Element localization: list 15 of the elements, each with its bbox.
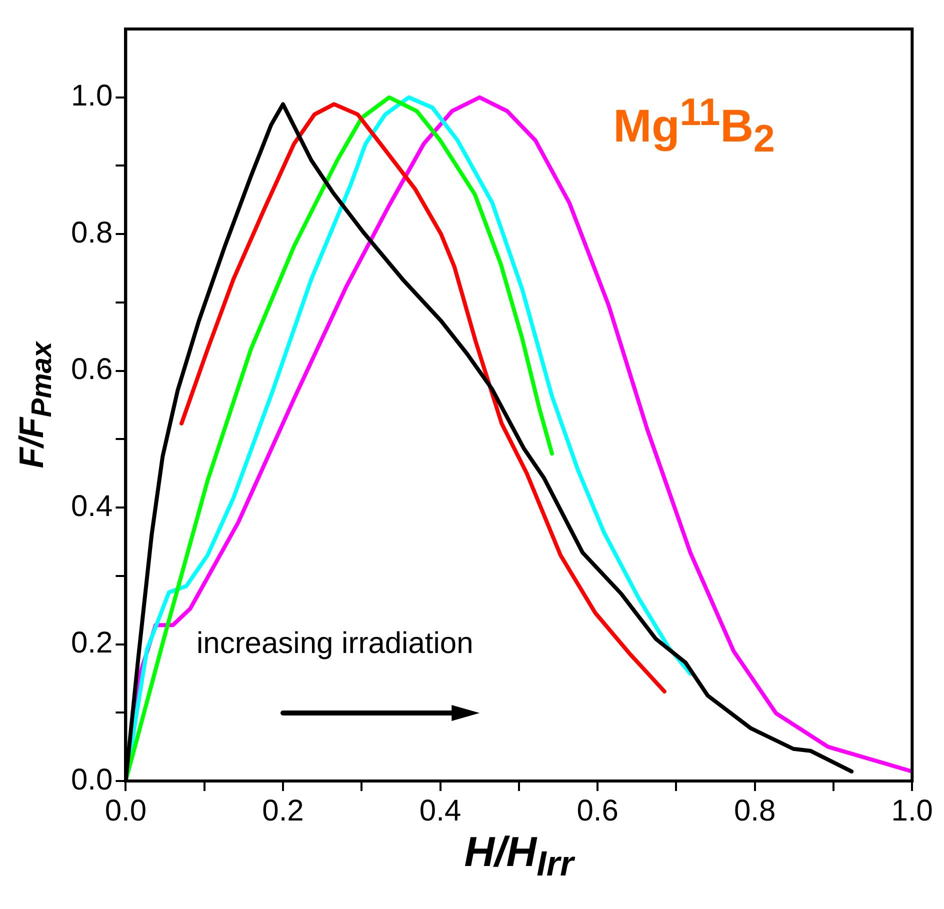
annotation: Mg$^{11}$B$_{2}$	[613, 90, 775, 162]
y-tick-label: 0.4	[70, 490, 113, 523]
x-tick-label: 0.6	[576, 794, 618, 828]
x-tick-label: 0.0	[104, 794, 147, 828]
annotation: increasing irradiation	[196, 627, 474, 662]
y-tick-label: 0.8	[70, 216, 113, 250]
x-axis-title: H/H$_{Irr}$	[464, 828, 574, 884]
y-tick-label: 0.6	[70, 353, 113, 386]
y-tick-label: 1.0	[70, 80, 113, 113]
x-tick-label: 0.2	[262, 794, 304, 828]
y-tick-label: 0.2	[70, 626, 113, 660]
x-tick-label: 1.0	[891, 794, 934, 828]
y-tick-label: 0.0	[70, 763, 113, 796]
x-tick-label: 0.8	[734, 794, 776, 828]
x-tick-label: 0.4	[419, 794, 462, 828]
